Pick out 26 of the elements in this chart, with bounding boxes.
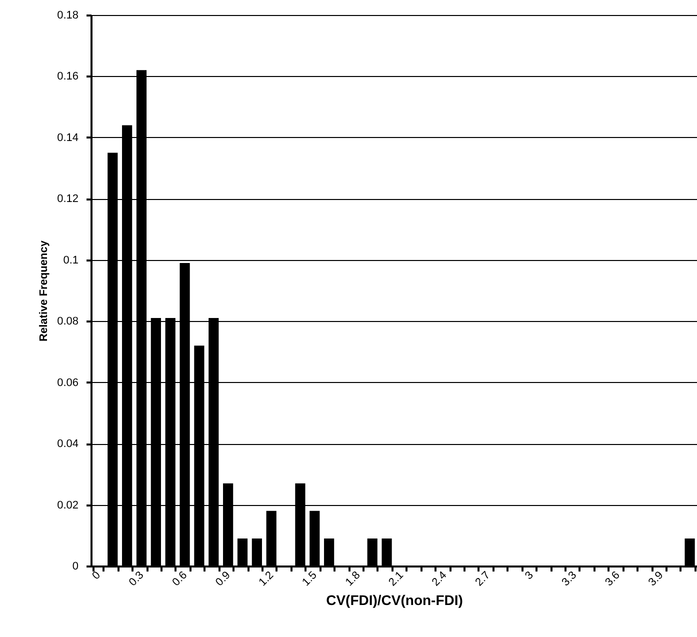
y-tick-label: 0.14 [57,132,78,144]
x-tick-label: 2.7 [473,569,493,589]
x-tick-label: 0.3 [126,569,146,589]
x-tick-label: 0.9 [214,569,233,589]
x-tick-label: 2.1 [386,569,406,589]
y-tick-label: 0.02 [57,499,78,512]
x-tick-label: 0 [90,569,103,582]
x-tick-label: 1.8 [343,569,363,589]
y-axis-title: Relative Frequency [38,240,50,342]
y-tick-label: 0.06 [57,376,78,389]
y-tick-label: 0 [72,560,78,572]
x-tick-label: 0.6 [170,569,190,589]
x-tick-label: 1.5 [300,569,320,589]
y-tick-label: 0.12 [57,193,78,206]
x-tick-label: 3.9 [646,569,666,589]
x-tick-label: 3.6 [603,569,622,589]
x-tick-label: 3 [523,569,536,582]
x-tick-label: 1.2 [256,569,276,589]
y-tick-label: 0.08 [57,316,78,328]
y-tick-label: 0.04 [57,438,78,450]
x-tick-label: 2.4 [430,569,450,589]
x-tick-label: 3.3 [560,569,580,589]
x-axis-title: CV(FDI)/CV(non-FDI) [326,592,463,608]
y-tick-label: 0.1 [63,254,78,266]
y-tick-label: 0.18 [57,10,78,22]
y-tick-label: 0.16 [57,70,78,83]
